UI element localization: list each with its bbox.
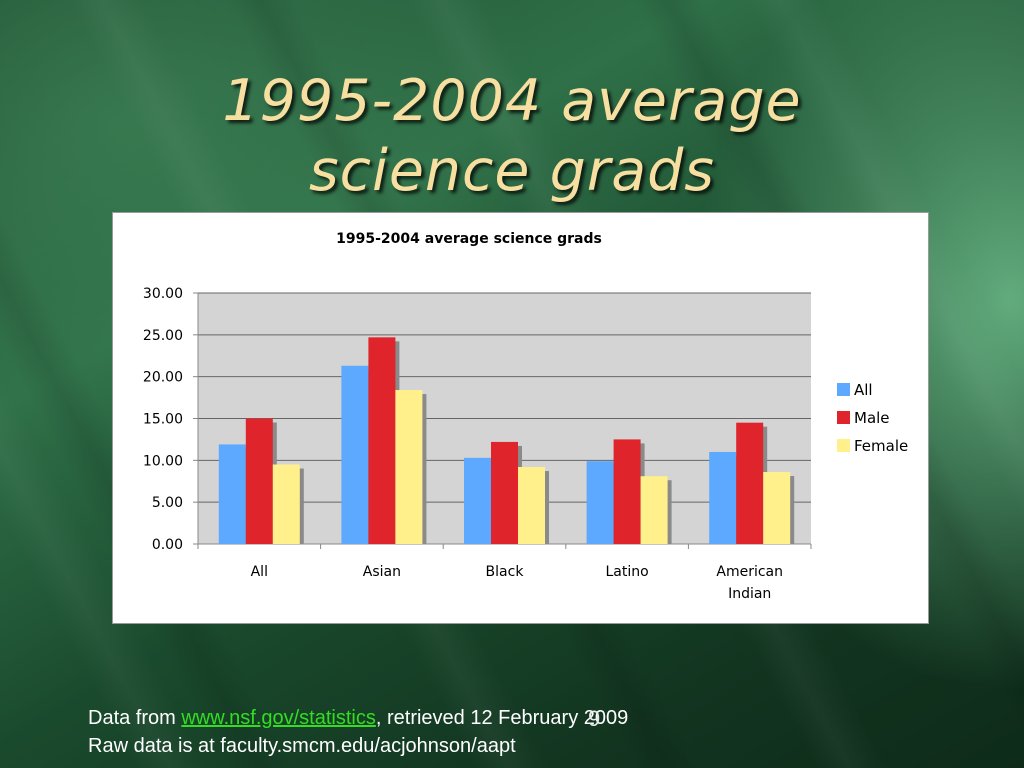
bar-latino-male (613, 439, 641, 544)
x-tick-label-3: Latino (605, 564, 648, 580)
slide-title-line-2: science grads (308, 138, 716, 204)
y-tick-label-5: 5.00 (152, 495, 183, 511)
slide-number: 9 (588, 706, 601, 731)
y-tick-label-1: 25.00 (143, 328, 183, 344)
bar-black-female (518, 467, 545, 544)
bar-american-indian-female (763, 472, 791, 544)
chart-frame: 1995-2004 average science grads 30.00 25.… (112, 212, 929, 624)
bar-chart: 1995-2004 average science grads 30.00 25.… (143, 231, 908, 602)
legend-swatch-male (837, 411, 850, 424)
bar-asian-female (395, 390, 423, 544)
footer-line-1: Data from www.nsf.gov/statistics, retrie… (88, 704, 988, 732)
bar-asian-all (341, 365, 369, 544)
bar-american-indian-all (709, 451, 737, 544)
y-tick-label-4: 10.00 (143, 453, 183, 469)
bar-all-all (218, 444, 246, 544)
legend-label-female: Female (854, 437, 908, 455)
slide-title-line-1: 1995-2004 average (222, 68, 802, 134)
y-tick-label-6: 0.00 (152, 537, 183, 553)
footer-line-2: Raw data is at faculty.smcm.edu/acjohnso… (88, 735, 516, 757)
bar-black-all (464, 457, 491, 544)
bar-black-male (491, 441, 518, 544)
bar-american-indian-male (736, 422, 764, 544)
y-tick-label-0: 30.00 (143, 286, 183, 302)
legend-swatch-all (837, 383, 850, 396)
slide-title: 1995-2004 average science grads (112, 66, 912, 206)
bar-all-male (245, 418, 273, 544)
legend-swatch-female (837, 439, 850, 452)
chart-title: 1995-2004 average science grads (336, 231, 602, 247)
legend-label-all: All (854, 381, 873, 399)
legend-label-male: Male (854, 409, 890, 427)
bar-latino-all (586, 461, 614, 544)
y-tick-label-3: 15.00 (143, 412, 183, 428)
bar-latino-female (640, 476, 668, 544)
nsf-statistics-link[interactable]: www.nsf.gov/statistics (181, 707, 376, 729)
x-tick-label-4: American Indian (716, 564, 783, 602)
footer-suffix: , retrieved 12 February 2009 (375, 707, 629, 729)
x-tick-label-2: Black (486, 564, 525, 580)
footer-prefix: Data from (88, 707, 182, 729)
plot-area: 30.00 25.00 20.00 15.00 10.00 5.00 0.00 All Asia… (143, 286, 908, 602)
bar-asian-male (368, 337, 396, 544)
y-tick-label-2: 20.00 (143, 370, 183, 386)
footer-note: Data from www.nsf.gov/statistics, retrie… (88, 704, 988, 760)
x-tick-label-0: All (251, 564, 268, 580)
bar-all-female (272, 464, 300, 544)
x-tick-label-1: Asian (363, 564, 401, 580)
